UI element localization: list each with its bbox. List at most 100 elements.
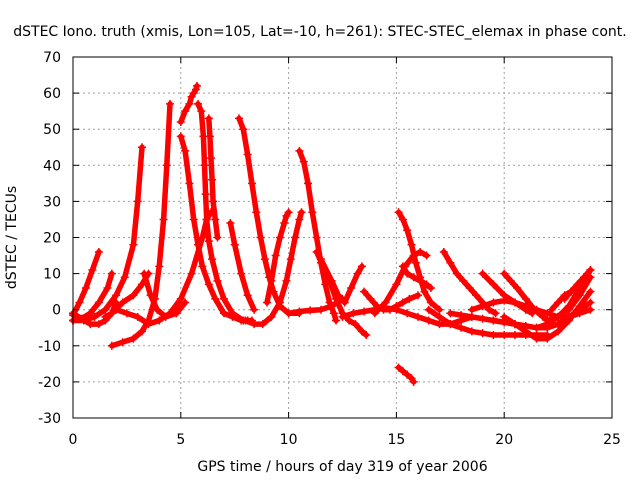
data-point-marker — [185, 99, 194, 108]
data-point-marker — [237, 269, 246, 278]
data-point-marker — [295, 215, 304, 224]
data-point-marker — [366, 294, 375, 303]
data-point-marker — [510, 330, 519, 339]
data-point-marker — [250, 320, 259, 329]
data-point-marker — [586, 265, 595, 274]
data-point-marker — [327, 302, 336, 311]
data-point-marker — [181, 298, 190, 307]
data-point-marker — [478, 269, 487, 278]
data-point-marker — [295, 146, 304, 155]
data-point-marker — [500, 296, 509, 305]
data-point-marker — [297, 208, 306, 217]
data-point-marker — [521, 302, 530, 311]
data-point-marker — [198, 262, 207, 271]
data-point-marker — [422, 280, 431, 289]
y-tick-label: 70 — [43, 50, 61, 66]
series-line — [242, 209, 305, 327]
data-point-marker — [256, 233, 265, 242]
data-point-marker — [360, 307, 369, 316]
data-point-marker — [457, 311, 466, 320]
data-point-marker — [241, 316, 250, 325]
data-point-marker — [159, 215, 168, 224]
data-point-marker — [416, 276, 425, 285]
data-point-marker — [166, 309, 175, 318]
data-point-marker — [146, 291, 155, 300]
data-point-marker — [129, 240, 138, 249]
data-point-marker — [250, 305, 259, 314]
data-point-marker — [467, 305, 476, 314]
data-point-marker — [409, 273, 418, 282]
data-point-marker — [467, 312, 476, 321]
data-point-marker — [489, 298, 498, 307]
data-point-marker — [409, 377, 418, 386]
data-point-marker — [452, 269, 461, 278]
data-point-marker — [403, 370, 412, 379]
data-point-marker — [101, 312, 110, 321]
data-point-marker — [413, 291, 422, 300]
data-point-marker — [191, 85, 200, 94]
data-point-marker — [586, 305, 595, 314]
data-point-marker — [235, 114, 244, 123]
data-point-marker — [166, 99, 175, 108]
data-point-marker — [360, 287, 369, 296]
data-point-marker — [564, 302, 573, 311]
series-14 — [263, 208, 293, 307]
data-point-marker — [478, 329, 487, 338]
data-point-marker — [118, 298, 127, 307]
data-point-marker — [446, 309, 455, 318]
data-point-marker — [176, 294, 185, 303]
data-point-marker — [187, 269, 196, 278]
data-point-marker — [521, 294, 530, 303]
data-point-marker — [208, 255, 217, 264]
data-point-marker — [586, 287, 595, 296]
data-point-marker — [478, 314, 487, 323]
data-point-marker — [198, 233, 207, 242]
data-point-marker — [81, 284, 90, 293]
data-point-marker — [334, 291, 343, 300]
data-point-marker — [101, 305, 110, 314]
data-point-marker — [206, 154, 215, 163]
data-point-marker — [554, 320, 563, 329]
y-tick-label: 0 — [52, 303, 61, 319]
data-point-marker — [204, 114, 213, 123]
data-point-marker — [543, 316, 552, 325]
x-tick-label: 0 — [69, 432, 78, 448]
data-point-marker — [435, 312, 444, 321]
data-point-marker — [510, 298, 519, 307]
data-point-marker — [398, 298, 407, 307]
data-point-marker — [392, 280, 401, 289]
y-tick-label: 30 — [43, 194, 61, 210]
data-point-marker — [211, 215, 220, 224]
data-point-marker — [573, 280, 582, 289]
data-point-marker — [176, 132, 185, 141]
data-point-marker — [129, 291, 138, 300]
data-point-marker — [194, 99, 203, 108]
data-point-marker — [489, 280, 498, 289]
data-point-marker — [394, 208, 403, 217]
data-point-marker — [579, 273, 588, 282]
data-point-marker — [197, 107, 206, 116]
data-point-marker — [489, 330, 498, 339]
data-point-marker — [338, 312, 347, 321]
data-point-marker — [208, 175, 217, 184]
data-point-marker — [467, 327, 476, 336]
data-point-marker — [510, 320, 519, 329]
data-point-marker — [271, 251, 280, 260]
data-point-marker — [357, 262, 366, 271]
data-point-marker — [327, 276, 336, 285]
data-point-marker — [122, 309, 131, 318]
data-point-marker — [403, 309, 412, 318]
data-point-marker — [88, 265, 97, 274]
data-point-marker — [155, 262, 164, 271]
data-point-marker — [252, 208, 261, 217]
data-point-marker — [491, 309, 500, 318]
data-point-marker — [194, 240, 203, 249]
data-point-marker — [398, 367, 407, 376]
data-point-marker — [205, 132, 214, 141]
data-point-marker — [506, 276, 515, 285]
data-point-marker — [137, 143, 146, 152]
data-point-marker — [211, 294, 220, 303]
series-line — [227, 220, 257, 313]
y-tick-label: 20 — [43, 231, 61, 247]
data-point-marker — [564, 316, 573, 325]
